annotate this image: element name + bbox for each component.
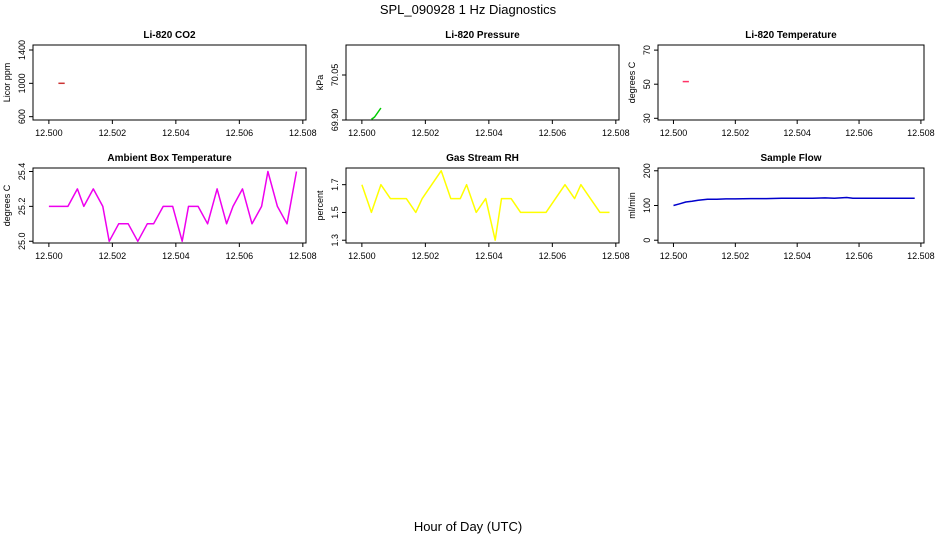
x-tick-label: 12.506 <box>539 128 567 138</box>
chart-title: Li-820 Pressure <box>445 30 520 41</box>
y-tick-label: 69.90 <box>330 109 340 132</box>
y-tick-label: 1.5 <box>330 206 340 219</box>
x-tick-label: 12.500 <box>660 251 688 261</box>
plot-frame <box>657 44 925 121</box>
y-axis-label: Licor ppm <box>2 63 12 103</box>
x-tick-label: 12.508 <box>907 128 935 138</box>
x-tick-label: 12.500 <box>35 251 63 261</box>
x-tick-label: 12.506 <box>845 251 873 261</box>
x-tick-label: 12.500 <box>348 128 376 138</box>
y-axis-label: percent <box>315 190 325 221</box>
y-tick-label: 1000 <box>17 73 27 93</box>
chart-panel-2: Li-820 Pressure kPa 69.90 70.05 12.500 12.502… <box>315 30 630 138</box>
chart-title: Ambient Box Temperature <box>107 153 232 164</box>
page-title: SPL_090928 1 Hz Diagnostics <box>379 2 557 17</box>
x-tick-label: 12.502 <box>722 128 750 138</box>
y-axis-label: degrees C <box>2 184 12 226</box>
y-axis-label: ml/min <box>627 192 637 219</box>
y-tick-label: 0 <box>642 238 652 243</box>
x-tick-label: 12.506 <box>226 128 254 138</box>
y-tick-label: 1.7 <box>330 178 340 191</box>
chart-panel-3: Li-820 Temperature degrees C 30 50 70 12.500 1… <box>627 30 935 138</box>
x-tick-label: 12.504 <box>783 251 811 261</box>
x-tick-label: 12.504 <box>162 251 190 261</box>
y-tick-label: 30 <box>642 113 652 123</box>
plot-frame <box>345 167 620 244</box>
x-tick-label: 12.500 <box>660 128 688 138</box>
chart-panel-1: Li-820 CO2 Licor ppm 600 1000 1400 12.500 12.5… <box>2 30 317 138</box>
x-tick-label: 12.508 <box>289 128 317 138</box>
x-tick-label: 12.506 <box>226 251 254 261</box>
plot-frame <box>32 167 307 244</box>
x-tick-label: 12.508 <box>602 251 630 261</box>
plot-frame <box>657 167 925 244</box>
y-tick-label: 25.2 <box>17 198 27 216</box>
y-tick-label: 70 <box>642 45 652 55</box>
x-tick-label: 12.504 <box>475 251 503 261</box>
y-tick-label: 600 <box>17 109 27 124</box>
y-axis-label: kPa <box>315 75 325 91</box>
x-tick-label: 12.502 <box>412 128 440 138</box>
y-tick-label: 1.3 <box>330 234 340 247</box>
chart-title: Gas Stream RH <box>446 153 519 164</box>
y-tick-label: 50 <box>642 79 652 89</box>
y-tick-label: 25.4 <box>17 163 27 181</box>
x-tick-label: 12.506 <box>845 128 873 138</box>
x-tick-label: 12.508 <box>602 128 630 138</box>
y-axis-label: degrees C <box>627 61 637 103</box>
chart-panel-5: Gas Stream RH percent 1.3 1.5 1.7 12.500 12.50… <box>315 153 630 261</box>
x-tick-label: 12.502 <box>99 251 127 261</box>
series-line <box>673 196 915 207</box>
y-tick-label: 200 <box>642 163 652 178</box>
y-tick-label: 25.0 <box>17 232 27 250</box>
x-tick-label: 12.500 <box>35 128 63 138</box>
plot-frame <box>32 44 307 121</box>
x-tick-label: 12.502 <box>412 251 440 261</box>
x-tick-label: 12.504 <box>783 128 811 138</box>
plot-frame <box>345 44 620 121</box>
chart-title: Sample Flow <box>760 153 821 164</box>
x-tick-label: 12.508 <box>907 251 935 261</box>
chart-title: Li-820 CO2 <box>143 30 196 41</box>
x-tick-label: 12.502 <box>99 128 127 138</box>
chart-title: Li-820 Temperature <box>745 30 837 41</box>
series-line <box>361 170 610 241</box>
y-tick-label: 70.05 <box>330 64 340 87</box>
chart-panel-4: Ambient Box Temperature degrees C 25.0 25.2… <box>2 153 317 261</box>
chart-panel-6: Sample Flow ml/min 0 100 200 12.500 12.502 12.5… <box>627 153 935 261</box>
x-axis-label: Hour of Day (UTC) <box>413 519 523 534</box>
x-tick-label: 12.500 <box>348 251 376 261</box>
y-tick-label: 1400 <box>17 40 27 60</box>
series-line <box>48 170 298 243</box>
y-tick-label: 100 <box>642 198 652 213</box>
x-tick-label: 12.504 <box>162 128 190 138</box>
x-tick-label: 12.506 <box>539 251 567 261</box>
series-line <box>370 107 382 121</box>
x-tick-label: 12.504 <box>475 128 503 138</box>
x-tick-label: 12.502 <box>722 251 750 261</box>
x-tick-label: 12.508 <box>289 251 317 261</box>
